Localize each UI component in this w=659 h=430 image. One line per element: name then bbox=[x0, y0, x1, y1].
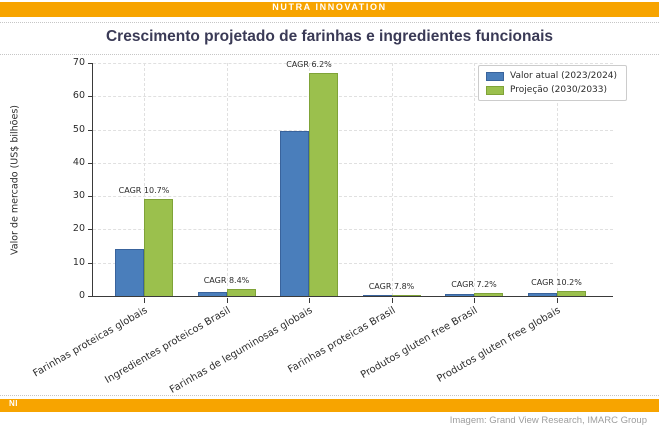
y-tick-label: 0 bbox=[78, 290, 85, 301]
legend-swatch-current bbox=[486, 71, 504, 81]
y-axis-label-text: Valor de mercado (US$ bilhões) bbox=[9, 104, 21, 255]
footer-bar: NI bbox=[0, 399, 659, 412]
top-banner: NUTRA INNOVATION bbox=[0, 2, 659, 17]
legend-item-current: Valor atual (2023/2024) bbox=[486, 71, 617, 81]
x-tick-mark bbox=[309, 298, 310, 303]
x-tick-mark bbox=[556, 298, 558, 303]
cagr-annotation: CAGR 10.2% bbox=[531, 278, 582, 288]
horizontal-gridline bbox=[93, 129, 613, 131]
y-tick-mark bbox=[88, 229, 93, 231]
bar-projection bbox=[556, 291, 586, 296]
cagr-annotation: CAGR 6.2% bbox=[286, 60, 332, 69]
y-tick-label: 30 bbox=[72, 190, 85, 202]
cagr-annotation: CAGR 10.7% bbox=[118, 186, 170, 196]
x-tick-mark bbox=[226, 298, 228, 303]
horizontal-gridline bbox=[93, 63, 613, 64]
x-tick-mark bbox=[144, 298, 145, 303]
cagr-annotation: CAGR 7.8% bbox=[368, 282, 415, 292]
horizontal-gridline bbox=[93, 96, 613, 98]
x-tick-mark bbox=[474, 298, 475, 303]
vertical-gridline bbox=[391, 63, 393, 296]
vertical-gridline bbox=[226, 63, 228, 296]
vertical-gridline bbox=[144, 63, 145, 296]
bar-projection bbox=[144, 199, 173, 296]
bar-projection bbox=[226, 289, 256, 296]
legend-swatch-projection bbox=[486, 85, 504, 95]
vertical-gridline bbox=[556, 63, 558, 296]
bar-current bbox=[280, 130, 309, 296]
legend-item-projection: Projeção (2030/2033) bbox=[486, 85, 617, 95]
legend-label-projection: Projeção (2030/2033) bbox=[510, 85, 608, 95]
bar-current bbox=[527, 293, 557, 296]
y-tick-mark bbox=[88, 262, 93, 264]
dotted-divider-footer bbox=[0, 395, 659, 396]
chart-legend: Valor atual (2023/2024) Projeção (2030/2… bbox=[478, 65, 628, 101]
bar-projection bbox=[309, 73, 338, 296]
legend-label-current: Valor atual (2023/2024) bbox=[510, 71, 618, 81]
bar-current bbox=[445, 294, 474, 296]
y-tick-mark bbox=[88, 296, 93, 297]
bar-current bbox=[115, 249, 144, 296]
x-tick-mark bbox=[391, 298, 393, 303]
bar-projection bbox=[391, 295, 421, 296]
vertical-gridline bbox=[474, 63, 475, 296]
horizontal-gridline bbox=[93, 229, 613, 231]
y-tick-label: 60 bbox=[72, 90, 85, 102]
y-tick-mark bbox=[88, 196, 93, 198]
y-tick-label: 20 bbox=[72, 223, 85, 235]
bar-projection bbox=[474, 293, 503, 296]
cagr-annotation: CAGR 7.2% bbox=[451, 280, 497, 290]
y-tick-mark bbox=[88, 63, 93, 64]
dotted-divider-top bbox=[0, 22, 659, 23]
y-tick-label: 70 bbox=[72, 57, 85, 68]
cagr-annotation: CAGR 8.4% bbox=[203, 276, 250, 286]
image-credit: Imagem: Grand View Research, IMARC Group bbox=[449, 415, 647, 426]
plot-area: Valor de mercado (US$ bilhões) Valor atu… bbox=[10, 58, 628, 396]
y-tick-mark bbox=[88, 129, 93, 131]
y-tick-label: 40 bbox=[72, 156, 85, 168]
bar-current bbox=[197, 292, 227, 296]
y-tick-label: 10 bbox=[72, 256, 85, 268]
horizontal-gridline bbox=[93, 162, 613, 164]
bar-current bbox=[362, 295, 392, 296]
y-tick-label: 50 bbox=[72, 123, 85, 135]
page-title: Crescimento projetado de farinhas e ingr… bbox=[105, 28, 554, 45]
horizontal-gridline bbox=[93, 262, 613, 264]
dotted-divider-title bbox=[0, 54, 659, 55]
y-tick-mark bbox=[88, 96, 93, 98]
y-tick-mark bbox=[88, 162, 93, 164]
horizontal-gridline bbox=[93, 196, 613, 198]
